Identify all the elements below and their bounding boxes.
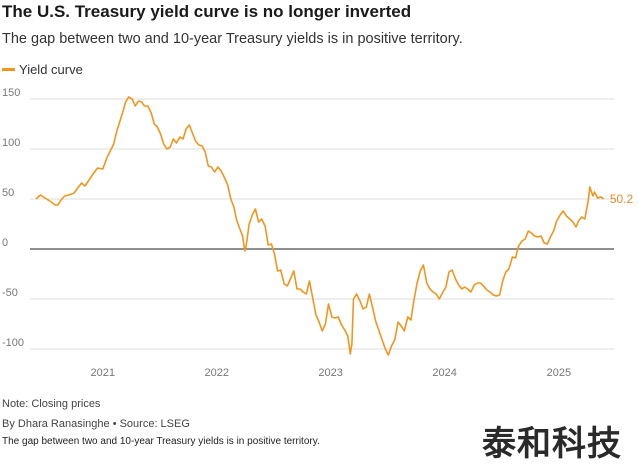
x-tick-label: 2022	[204, 367, 228, 379]
yield-curve-chart: -100 -50 0 50 100 150 2021 2022 2023 2024 2025 50.2	[2, 87, 634, 379]
chart-title: The U.S. Treasury yield curve is no long…	[2, 2, 412, 21]
legend-label: Yield curve	[19, 62, 83, 77]
end-value-label: 50.2	[610, 192, 634, 206]
y-tick-label: 0	[2, 237, 8, 249]
series-line-yield-curve	[35, 96, 605, 356]
x-tick-label: 2025	[547, 367, 571, 379]
caption: The gap between two and 10-year Treasury…	[2, 436, 320, 447]
author: By Dhara Ranasinghe	[2, 418, 110, 430]
x-tick-label: 2024	[432, 367, 456, 379]
y-tick-label: 100	[2, 137, 20, 149]
chart-subtitle: The gap between two and 10-year Treasury…	[2, 31, 463, 47]
watermark-logo: 泰和科技	[482, 425, 622, 463]
y-tick-label: -50	[2, 287, 18, 299]
y-tick-label: 50	[2, 187, 14, 199]
legend-swatch	[2, 68, 15, 71]
x-tick-label: 2023	[318, 367, 342, 379]
source: • Source: LSEG	[112, 418, 190, 430]
y-tick-label: -100	[2, 337, 24, 349]
byline: By Dhara Ranasinghe • Source: LSEG	[2, 418, 190, 430]
x-tick-label: 2021	[91, 367, 115, 379]
note: Note: Closing prices	[2, 398, 101, 410]
legend: Yield curve	[2, 62, 83, 77]
y-tick-label: 150	[2, 87, 20, 99]
